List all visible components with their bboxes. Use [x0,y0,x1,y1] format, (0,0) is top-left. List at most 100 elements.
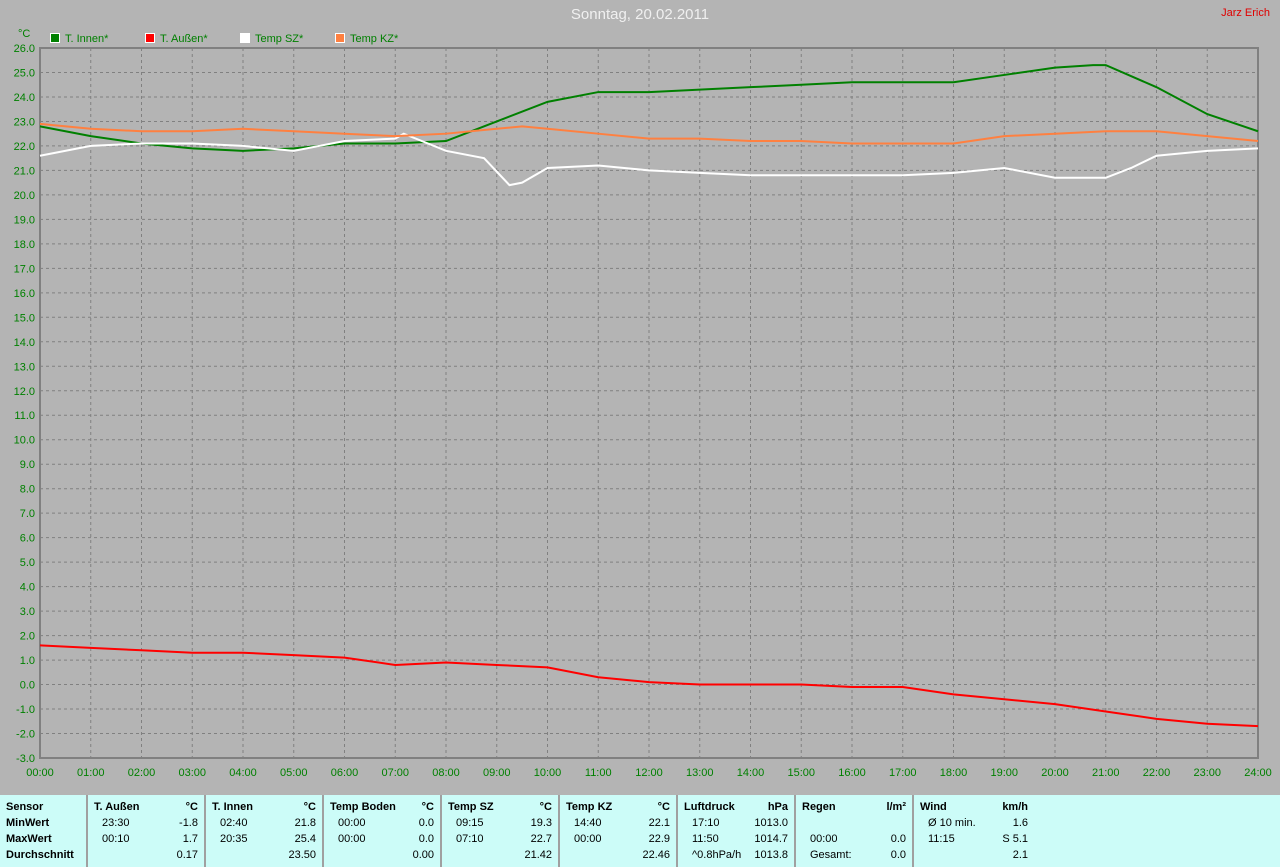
table-cell [802,817,810,833]
x-tick-label: 08:00 [432,767,460,779]
x-tick-label: 07:00 [381,767,409,779]
y-tick-label: 17.0 [14,263,35,275]
y-tick-label: 22.0 [14,141,35,153]
table-column: Sensor MinWert MaxWert Durchschnitt [0,795,88,867]
y-tick-label: 16.0 [14,288,35,300]
table-cell: Luftdruck [684,801,735,813]
x-tick-label: 12:00 [635,767,663,779]
table-cell [448,849,456,865]
x-tick-label: 21:00 [1092,767,1120,779]
table-cell: 0.0 [418,817,434,829]
table-cell: 21.42 [524,849,552,861]
y-tick-label: 4.0 [20,582,35,594]
table-row: 09:15 19.3 [448,817,552,833]
y-tick-label: 10.0 [14,435,35,447]
table-row: 00:10 1.7 [94,833,198,849]
y-tick-label: 20.0 [14,190,35,202]
table-cell: Temp Boden [330,801,396,813]
y-tick-label: 14.0 [14,337,35,349]
table-cell: Gesamt: [810,849,852,861]
table-cell: 25.4 [294,833,316,845]
table-cell: 00:00 [810,833,838,845]
table-column: Temp KZ °C 14:40 22.1 00:00 22.9 22.46 [560,795,678,867]
table-cell [330,849,338,865]
y-tick-label: 13.0 [14,361,35,373]
y-tick-label: 3.0 [20,606,35,618]
y-tick-label: 21.0 [14,165,35,177]
table-cell: MaxWert [6,833,52,845]
table-column: Wind km/h Ø 10 min. 1.6 11:15 S 5.1 2.1 [914,795,1034,867]
table-cell: °C [657,801,670,813]
table-cell: ^0.8hPa/h [692,849,742,861]
x-tick-label: 23:00 [1193,767,1221,779]
table-cell: 22.1 [648,817,670,829]
table-cell: 0.17 [176,849,198,861]
chart-title: Sonntag, 20.02.2011 [570,6,710,23]
plot-frame [39,47,1259,759]
table-cell: 19.3 [530,817,552,829]
table-row: Temp SZ °C [448,801,552,817]
table-cell: 0.0 [890,849,906,861]
table-cell: Regen [802,801,836,813]
table-row: 17:10 1013.0 [684,817,788,833]
y-tick-label: 25.0 [14,67,35,79]
legend-swatch [145,33,155,43]
table-cell: 21.8 [294,817,316,829]
y-tick-label: 23.0 [14,116,35,128]
table-cell: Durchschnitt [6,849,74,861]
table-row: 21.42 [448,849,552,865]
table-column: Temp Boden °C 00:00 0.0 00:00 0.0 0.00 [324,795,442,867]
table-cell: °C [421,801,434,813]
table-cell: 02:40 [220,817,248,829]
x-tick-label: 16:00 [838,767,866,779]
table-row: Wind km/h [920,801,1028,817]
table-cell: 23:30 [102,817,130,829]
table-cell: Ø 10 min. [928,817,976,829]
x-tick-label: 06:00 [331,767,359,779]
y-tick-label: -3.0 [16,753,35,765]
y-tick-label: 19.0 [14,214,35,226]
table-row [802,817,906,833]
legend-swatch [335,33,345,43]
table-column: T. Außen °C 23:30 -1.8 00:10 1.7 0.17 [88,795,206,867]
y-tick-label: 0.0 [20,680,35,692]
table-row: Regen l/m² [802,801,906,817]
table-cell: °C [303,801,316,813]
table-cell: Sensor [6,801,44,813]
table-row: Ø 10 min. 1.6 [920,817,1028,833]
table-row: Temp KZ °C [566,801,670,817]
table-cell: 1014.7 [754,833,788,845]
table-cell: 07:10 [456,833,484,845]
y-tick-label: 12.0 [14,386,35,398]
y-tick-label: 8.0 [20,484,35,496]
table-row: 0.00 [330,849,434,865]
table-cell: 2.1 [1012,849,1028,861]
series-line [39,132,1259,187]
series-line [39,64,1259,152]
legend-label: Temp KZ* [350,33,399,45]
table-column: Temp SZ °C 09:15 19.3 07:10 22.7 21.42 [442,795,560,867]
table-row: T. Außen °C [94,801,198,817]
y-axis-unit: °C [18,28,30,40]
table-cell: 17:10 [692,817,720,829]
table-cell [94,849,102,865]
table-row: 11:15 S 5.1 [920,833,1028,849]
y-tick-label: -1.0 [16,704,35,716]
table-row: ^0.8hPa/h 1013.8 [684,849,788,865]
table-cell: l/m² [886,801,906,813]
table-cell: 1.6 [1012,817,1028,829]
x-tick-label: 04:00 [229,767,257,779]
table-cell: MinWert [6,817,50,829]
table-row: 23.50 [212,849,316,865]
table-column: Luftdruck hPa 17:10 1013.0 11:50 1014.7 ^0.8hP… [678,795,796,867]
x-tick-label: 11:00 [585,767,612,779]
legend-label: T. Innen* [65,33,109,45]
table-cell: T. Außen [94,801,140,813]
table-cell [920,849,928,865]
table-row: 00:00 0.0 [330,833,434,849]
table-cell: 14:40 [574,817,602,829]
author-label: Jarz Erich [1221,7,1270,19]
table-row: Gesamt: 0.0 [802,849,906,865]
x-tick-label: 24:00 [1244,767,1272,779]
x-tick-label: 02:00 [128,767,156,779]
